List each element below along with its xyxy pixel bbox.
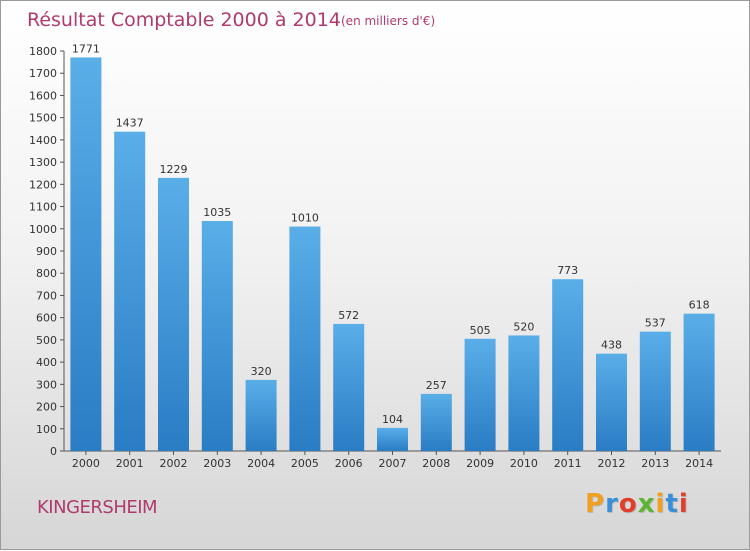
- city-name: KINGERSHEIM: [37, 497, 158, 518]
- y-tick-label: 1000: [29, 223, 57, 236]
- y-tick-label: 1800: [29, 45, 57, 58]
- bar-2006: [333, 323, 365, 451]
- y-tick-label: 600: [36, 312, 57, 325]
- bar-value-label: 1771: [72, 42, 100, 55]
- x-tick-label: 2004: [247, 457, 275, 470]
- bar-value-label: 438: [601, 339, 622, 352]
- logo-letter: o: [618, 489, 638, 519]
- bars: 1771 1437 1229 1035 320 1010 572 104 257 505 520 77…: [70, 42, 715, 451]
- bar-2009: [464, 338, 496, 451]
- bar-value-label: 537: [645, 317, 666, 330]
- y-tick-label: 500: [36, 334, 57, 347]
- bar-2000: [70, 57, 102, 451]
- y-tick-label: 300: [36, 378, 57, 391]
- chart-subtitle: (en milliers d'€): [341, 14, 436, 28]
- x-tick-label: 2008: [422, 457, 450, 470]
- y-tick-label: 0: [50, 445, 57, 458]
- logo-letter: x: [637, 489, 656, 519]
- x-tick-label: 2009: [466, 457, 494, 470]
- bar-2002: [158, 177, 189, 451]
- y-tick-label: 800: [36, 267, 57, 280]
- bar-value-label: 257: [426, 379, 447, 392]
- logo-letter: i: [655, 489, 666, 519]
- y-tick-label: 700: [36, 289, 57, 302]
- x-tick-label: 2003: [203, 457, 231, 470]
- logo-letter: r: [605, 489, 619, 519]
- bar-2001: [114, 131, 146, 451]
- logo-letter: P: [585, 489, 606, 519]
- bar-value-label: 320: [251, 365, 272, 378]
- bar-value-label: 1437: [116, 117, 144, 130]
- y-tick-label: 1300: [29, 156, 57, 169]
- bar-2008: [420, 393, 452, 451]
- y-tick-label: 1400: [29, 134, 57, 147]
- bar-value-label: 505: [470, 324, 491, 337]
- y-tick-label: 1600: [29, 89, 57, 102]
- x-tick-label: 2002: [160, 457, 188, 470]
- x-tick-label: 2000: [72, 457, 100, 470]
- bar-value-label: 1010: [291, 212, 319, 225]
- x-tick-label: 2001: [116, 457, 144, 470]
- bar-2014: [683, 313, 715, 451]
- y-tick-label: 1700: [29, 67, 57, 80]
- y-tick-label: 1500: [29, 112, 57, 125]
- bar-2004: [245, 379, 277, 451]
- bar-2011: [552, 279, 584, 451]
- bar-2007: [377, 427, 408, 451]
- x-tick-label: 2010: [510, 457, 538, 470]
- y-tick-label: 1200: [29, 178, 57, 191]
- y-tick-label: 900: [36, 245, 57, 258]
- bar-value-label: 1229: [160, 163, 188, 176]
- bar-value-label: 773: [557, 264, 578, 277]
- bar-2010: [508, 335, 540, 451]
- bar-value-label: 618: [689, 299, 710, 312]
- bar-value-label: 104: [382, 413, 403, 426]
- logo-letter: i: [678, 489, 689, 519]
- x-tick-label: 2011: [554, 457, 582, 470]
- y-tick-label: 400: [36, 356, 57, 369]
- x-tick-label: 2005: [291, 457, 319, 470]
- y-tick-label: 100: [36, 423, 57, 436]
- bar-2013: [639, 331, 671, 451]
- x-tick-label: 2006: [335, 457, 363, 470]
- y-tick-label: 1100: [29, 201, 57, 214]
- x-tick-label: 2013: [641, 457, 669, 470]
- bar-2005: [289, 226, 321, 451]
- bar-value-label: 572: [338, 309, 359, 322]
- x-tick-label: 2007: [379, 457, 407, 470]
- bar-value-label: 1035: [203, 206, 231, 219]
- bar-2003: [201, 221, 233, 451]
- logo-letter: t: [665, 489, 679, 519]
- bar-value-label: 520: [513, 320, 534, 333]
- x-tick-label: 2014: [685, 457, 713, 470]
- chart-title: Résultat Comptable 2000 à 2014: [27, 9, 341, 31]
- x-tick-label: 2012: [598, 457, 626, 470]
- bar-2012: [596, 353, 627, 451]
- proxiti-logo: Proxiti: [585, 489, 689, 519]
- y-tick-label: 200: [36, 401, 57, 414]
